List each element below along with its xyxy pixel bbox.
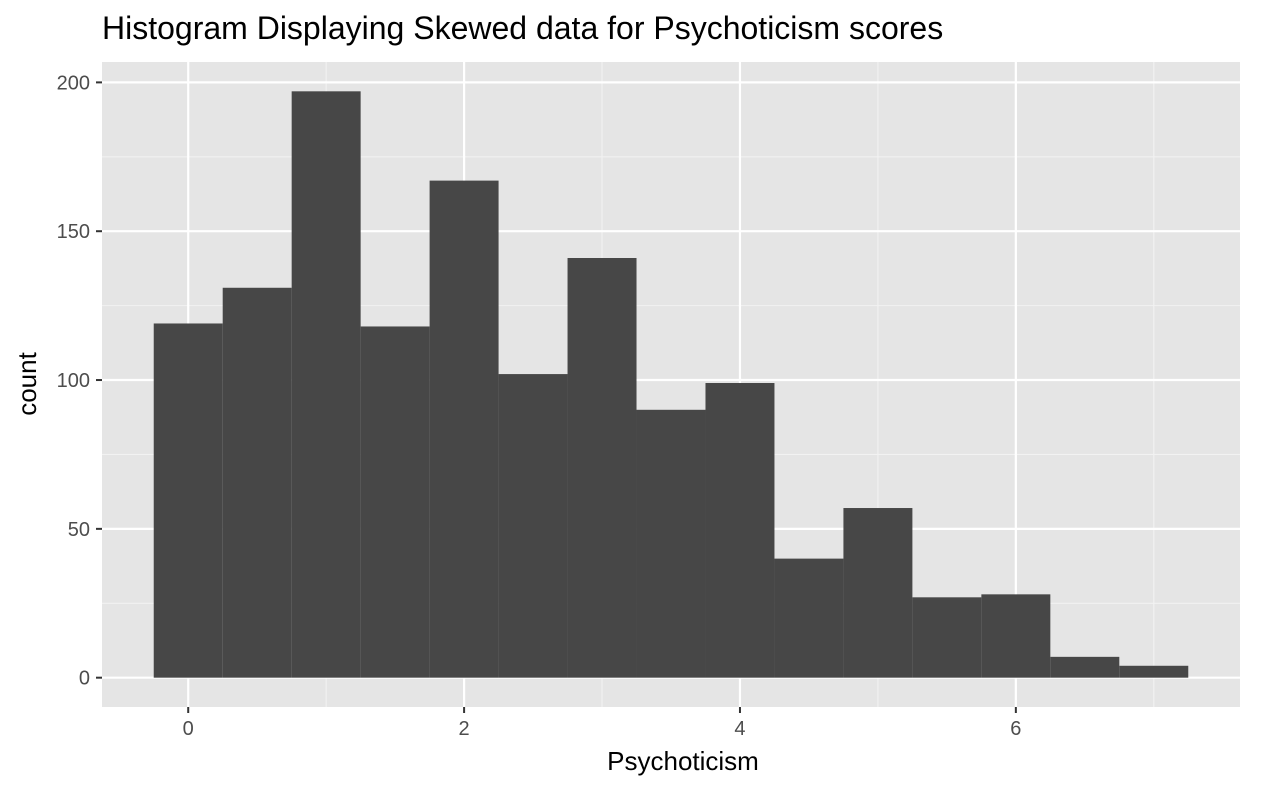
x-axis-title: Psychoticism [607,746,759,776]
y-tick-label: 0 [79,668,90,690]
histogram-bar [981,594,1051,678]
histogram-bar [498,374,568,678]
histogram-bar [1119,665,1189,678]
histogram-bar [222,287,292,678]
histogram-bar [1050,656,1120,678]
x-tick-label: 4 [734,718,745,740]
y-axis: 0 50 100 150 200 [57,72,102,690]
y-tick-label: 200 [57,72,90,94]
histogram-bar [153,323,223,678]
y-tick-label: 50 [68,519,90,541]
histogram-bar [636,409,706,678]
histogram-bars [153,91,1189,678]
y-tick-label: 100 [57,370,90,392]
x-tick-label: 2 [459,718,470,740]
histogram-bar [843,508,913,678]
histogram-bar [291,91,361,678]
histogram-bar [705,383,775,678]
histogram-bar [567,258,637,678]
chart-title: Histogram Displaying Skewed data for Psy… [102,10,943,46]
x-tick-label: 0 [183,718,194,740]
histogram-bar [429,180,499,678]
histogram-bar [774,558,844,678]
x-axis: 0 2 4 6 [183,707,1021,740]
histogram-bar [360,326,430,678]
y-axis-title: count [12,351,42,415]
x-tick-label: 6 [1010,718,1021,740]
y-tick-label: 150 [57,221,90,243]
histogram-bar [912,597,982,678]
